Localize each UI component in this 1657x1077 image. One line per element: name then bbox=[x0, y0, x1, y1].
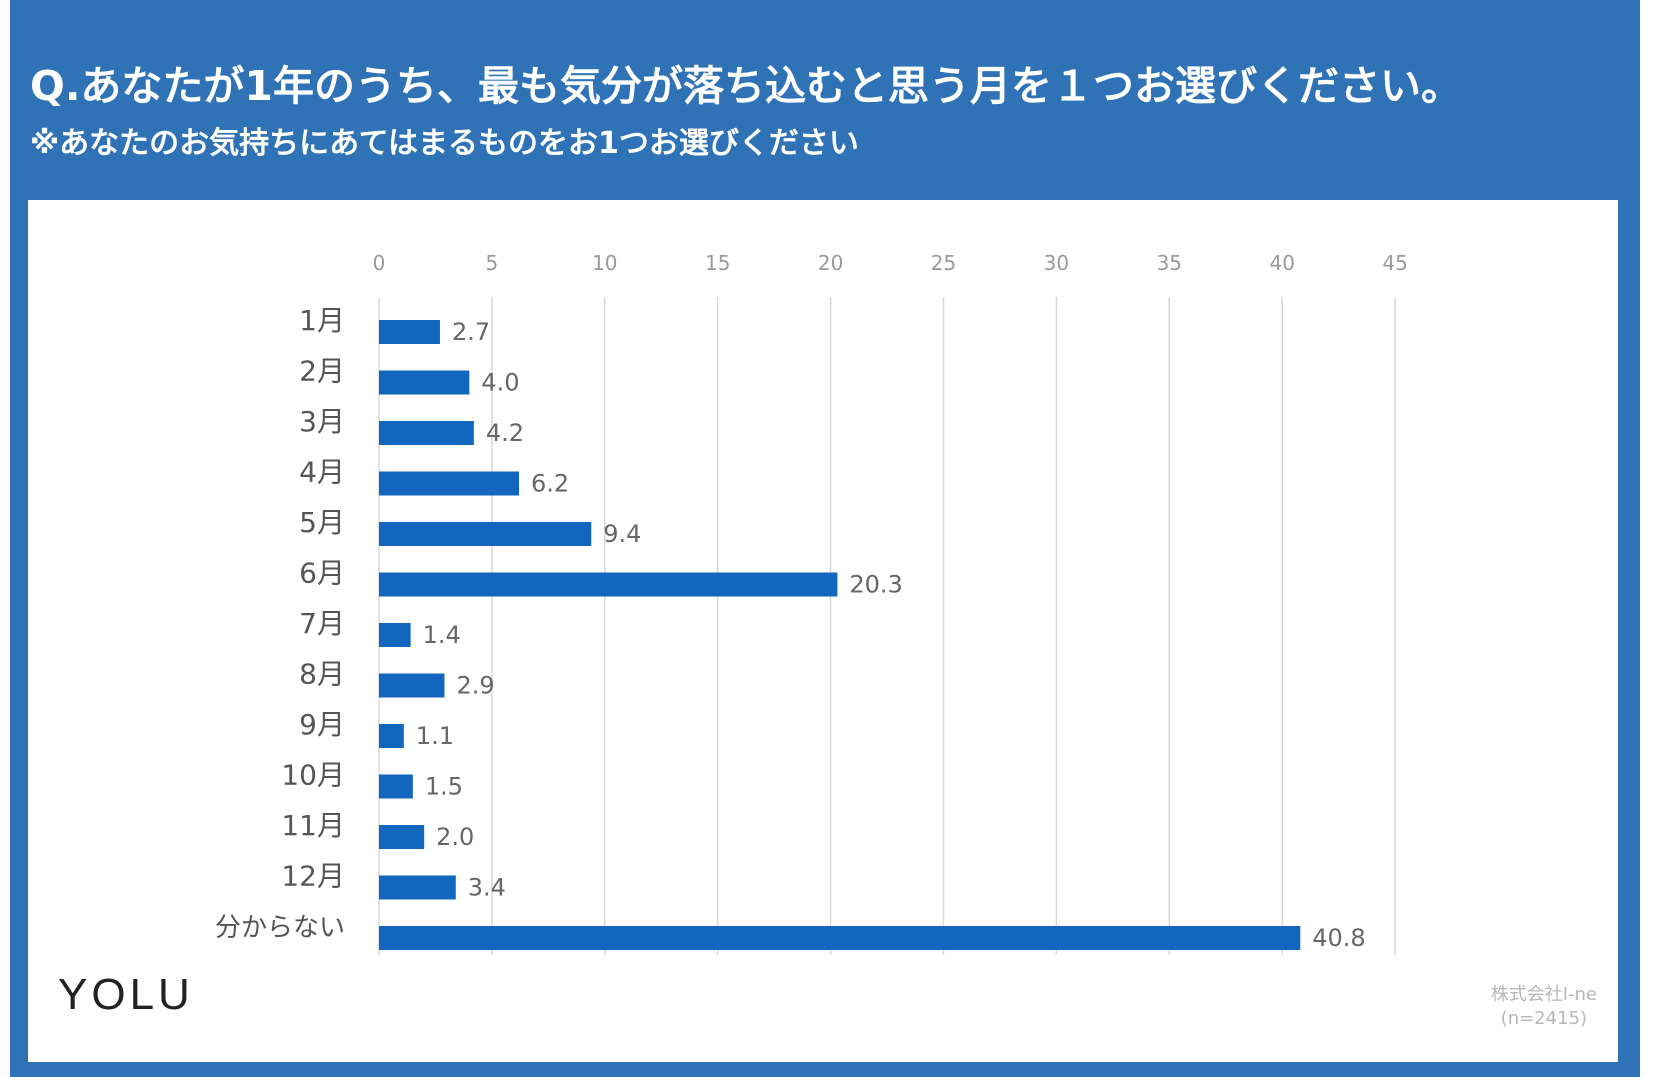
bar-value-label: 9.4 bbox=[603, 520, 641, 548]
bar-value-label: 3.4 bbox=[468, 874, 506, 902]
y-category-label: 5月 bbox=[299, 506, 345, 539]
bar bbox=[379, 673, 445, 698]
bar bbox=[379, 421, 474, 445]
y-category-label: 分からない bbox=[215, 913, 345, 943]
y-category-label: 4月 bbox=[299, 456, 345, 489]
bar bbox=[379, 825, 425, 849]
y-category-label: 11月 bbox=[281, 809, 345, 842]
x-tick-label: 0 bbox=[373, 251, 386, 275]
bar bbox=[379, 320, 440, 344]
bar-value-label: 1.4 bbox=[423, 621, 461, 649]
credit-company: 株式会社I-ne bbox=[1490, 984, 1597, 1005]
y-category-label: 9月 bbox=[299, 708, 345, 741]
bar-value-label: 6.2 bbox=[531, 470, 569, 498]
x-tick-label: 30 bbox=[1044, 251, 1069, 275]
bar-value-label: 1.1 bbox=[416, 722, 454, 750]
x-tick-label: 45 bbox=[1382, 251, 1407, 275]
bar-value-label: 2.0 bbox=[436, 823, 474, 851]
bar-value-label: 2.9 bbox=[456, 672, 494, 700]
chart-subtitle: ※あなたのお気持ちにあてはまるものをお1つお選びください bbox=[30, 126, 859, 161]
y-category-label: 10月 bbox=[281, 759, 345, 792]
bar-value-label: 4.0 bbox=[481, 369, 519, 397]
bar-value-label: 40.8 bbox=[1312, 924, 1365, 952]
credit-sample-size: (n=2415) bbox=[1500, 1008, 1588, 1029]
bar-value-label: 20.3 bbox=[849, 571, 902, 599]
bar bbox=[379, 875, 456, 900]
bar-value-label: 2.7 bbox=[452, 318, 490, 346]
x-tick-label: 20 bbox=[818, 251, 843, 275]
bar bbox=[379, 623, 411, 647]
x-tick-label: 5 bbox=[486, 251, 499, 275]
bar bbox=[379, 926, 1301, 950]
bar-value-label: 4.2 bbox=[486, 419, 524, 447]
bar bbox=[379, 724, 404, 748]
bar bbox=[379, 522, 592, 546]
y-category-label: 7月 bbox=[299, 607, 345, 640]
x-tick-label: 25 bbox=[931, 251, 956, 275]
brand-logo: YOLU bbox=[58, 970, 194, 1019]
bar bbox=[379, 471, 519, 496]
y-category-label: 12月 bbox=[281, 860, 345, 893]
chart-title: Q.あなたが1年のうち、最も気分が落ち込むと思う月を１つお選びください。 bbox=[30, 62, 1462, 110]
chart-panel bbox=[28, 200, 1618, 1062]
survey-credit: 株式会社I-ne (n=2415) bbox=[1491, 983, 1597, 1031]
x-tick-label: 35 bbox=[1157, 251, 1182, 275]
y-category-label: 2月 bbox=[299, 355, 345, 388]
bar bbox=[379, 774, 413, 799]
x-tick-label: 10 bbox=[592, 251, 617, 275]
bar bbox=[379, 370, 470, 395]
bar-value-label: 1.5 bbox=[425, 773, 463, 801]
y-category-label: 3月 bbox=[299, 405, 345, 438]
y-category-label: 6月 bbox=[299, 557, 345, 590]
y-category-label: 1月 bbox=[299, 304, 345, 337]
x-tick-label: 15 bbox=[705, 251, 730, 275]
y-category-label: 8月 bbox=[299, 658, 345, 691]
bar bbox=[379, 572, 838, 597]
x-tick-label: 40 bbox=[1269, 251, 1294, 275]
